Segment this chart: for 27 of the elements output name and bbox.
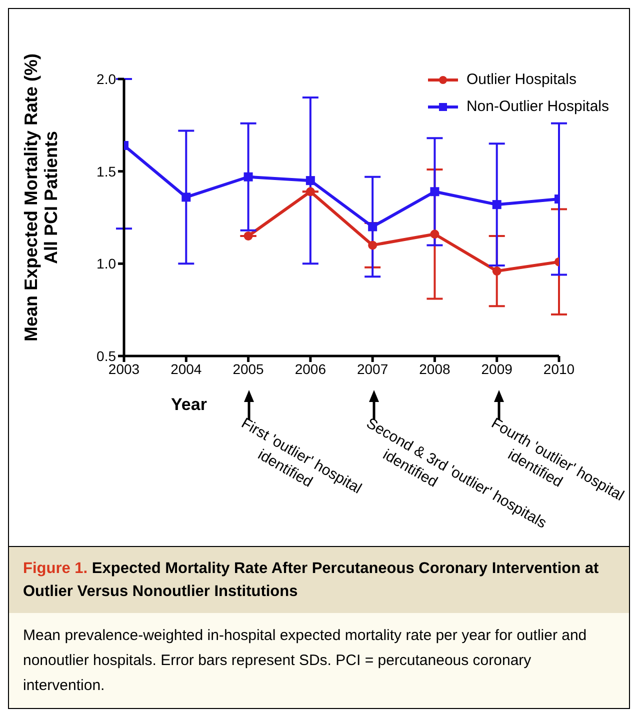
x-tick-label: 2006 (294, 360, 326, 377)
x-tick-label: 2007 (356, 360, 388, 377)
text: Figure 1. Expected Mortality Rate After Percutaneous Coronary Intervention at Outlier Versus Nonoutlier Institutions (9, 547, 629, 613)
x-tick-label: 2004 (170, 360, 202, 377)
point (368, 240, 378, 250)
x-tick-label: 2005 (232, 360, 264, 377)
legend-label: Outlier Hospitals (466, 71, 576, 88)
point (492, 266, 502, 276)
point (430, 187, 440, 196)
x-tick-label: 2008 (419, 360, 450, 377)
point (182, 192, 191, 202)
legend-label: Non-Outlier Hospitals (466, 98, 609, 115)
point (368, 222, 378, 232)
point (306, 187, 315, 196)
point (306, 176, 315, 186)
point (244, 172, 253, 182)
y-axis-title: Mean Expected Mortality Rate (%) All PCI Patients (21, 53, 61, 342)
x-tick-label: 2009 (481, 360, 513, 377)
point (492, 200, 502, 210)
x-tick-label: 2010 (543, 360, 575, 377)
x-axis-title: Year (171, 395, 208, 414)
y-tick-label: 2.0 (96, 70, 116, 87)
y-tick-label: 1.5 (96, 163, 116, 180)
text: Mean prevalence-weighted in-hospital expected mortality rate per year for outlier and nonoutlier hospitals. Error bars represent SDs. PCI = percutaneous coronary intervention. (23, 626, 588, 696)
point (430, 230, 440, 239)
point (244, 231, 253, 240)
y-tick-label: 1.0 (96, 256, 116, 272)
